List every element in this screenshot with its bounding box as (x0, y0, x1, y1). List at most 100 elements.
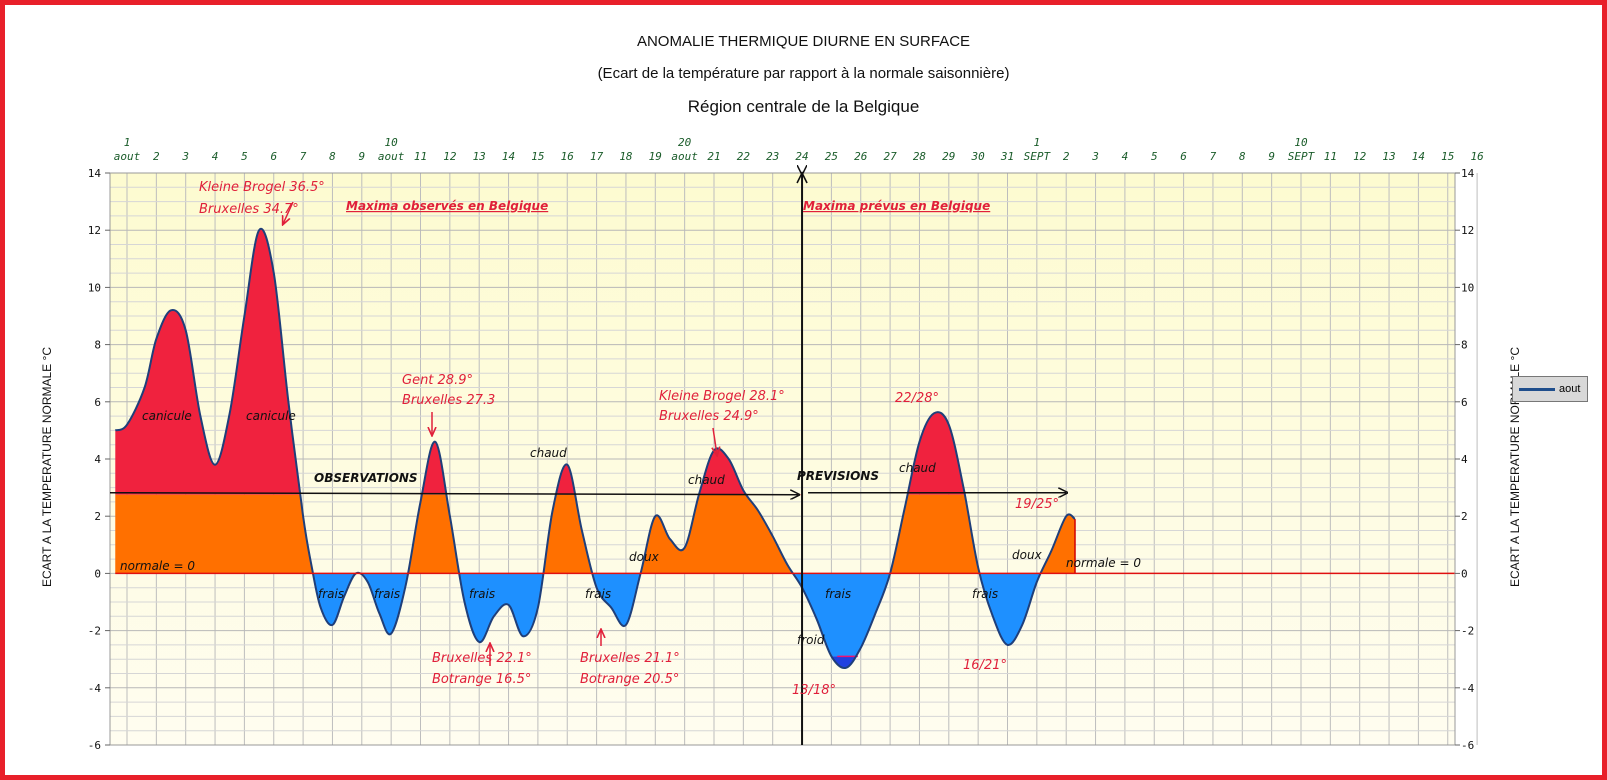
x-tick-label-month: SEPT (1288, 150, 1316, 163)
peak2-station-1: Gent 28.9° (402, 373, 473, 388)
observations-label: OBSERVATIONS (314, 471, 418, 485)
previsions-label: PREVISIONS (797, 469, 879, 483)
y-tick-label-right: 6 (1461, 396, 1468, 409)
x-tick-label: 14 (1412, 150, 1425, 163)
x-tick-label: 23 (766, 150, 779, 163)
y-tick-label-left: -2 (88, 625, 101, 638)
y-tick-label-left: 8 (94, 339, 101, 352)
peak1-station-1: Kleine Brogel 36.5° (199, 180, 325, 195)
legend-label: aout (1559, 383, 1581, 395)
x-tick-label-month-day: 10 (1294, 136, 1308, 149)
observed-maxima-title: Maxima observés en Belgique (346, 199, 548, 213)
area-fill-cool (312, 573, 1041, 657)
area-fill-hot (115, 228, 965, 495)
x-tick-label: 27 (883, 150, 897, 163)
x-tick-label: 31 (1000, 150, 1014, 163)
y-tick-label-right: 14 (1461, 167, 1475, 180)
peak3-arrow (713, 427, 717, 455)
x-tick-label: 21 (707, 150, 720, 163)
peak3-station-1: Kleine Brogel 28.1° (659, 389, 785, 404)
y-tick-label-left: 6 (94, 396, 101, 409)
canicule-label-1: canicule (142, 409, 192, 423)
x-tick-label: 11 (414, 150, 427, 163)
x-tick-label: 15 (531, 150, 544, 163)
chaud-label-3: chaud (899, 461, 936, 475)
forecast-19-25: 19/25° (1015, 497, 1059, 512)
low2-station-1: Bruxelles 21.1° (580, 651, 680, 666)
y-tick-label-right: 12 (1461, 224, 1474, 237)
x-tick-label: 24 (795, 150, 808, 163)
y-tick-label-left: -6 (88, 739, 101, 752)
chart-region-subtitle: Région centrale de la Belgique (687, 97, 920, 116)
y-tick-label-right: 4 (1461, 453, 1468, 466)
y-tick-label-left: 10 (88, 281, 101, 294)
series-line-aout (114, 227, 1076, 670)
x-tick-label-month-day: 1 (124, 136, 131, 149)
forecast-16-21: 16/21° (963, 658, 1007, 673)
x-tick-label: 12 (443, 150, 457, 163)
x-tick-label: 14 (502, 150, 515, 163)
x-tick-label: 5 (1151, 150, 1158, 163)
x-tick-label-month: aout (378, 150, 405, 163)
x-tick-label: 13 (473, 150, 486, 163)
x-tick-label: 30 (971, 150, 986, 163)
x-tick-label: 6 (270, 150, 277, 163)
y-tick-label-left: 0 (94, 567, 101, 580)
frais-label-3: frais (469, 587, 495, 601)
separator-arrowhead (796, 171, 808, 184)
area-fill-warm (115, 494, 1076, 574)
x-tick-label: 2 (1063, 150, 1070, 163)
x-tick-label-month: aout (671, 150, 698, 163)
x-tick-label-month: aout (114, 150, 141, 163)
x-tick-label: 7 (1210, 150, 1217, 163)
x-tick-label: 29 (942, 150, 955, 163)
low1-station-1: Bruxelles 22.1° (432, 651, 532, 666)
x-tick-label-month-day: 1 (1034, 136, 1041, 149)
x-tick-label: 12 (1353, 150, 1367, 163)
x-tick-label: 3 (181, 150, 189, 163)
x-tick-label: 13 (1382, 150, 1395, 163)
doux-label-1: doux (629, 550, 660, 564)
y-tick-label-left: 14 (88, 167, 102, 180)
x-tick-label: 15 (1441, 150, 1454, 163)
x-tick-label: 2 (153, 150, 160, 163)
x-tick-label: 11 (1324, 150, 1337, 163)
x-tick-label-month-day: 10 (385, 136, 399, 149)
frais-label-4: frais (585, 587, 611, 601)
x-tick-label: 3 (1091, 150, 1099, 163)
peak1-arrow (283, 201, 294, 224)
observations-arrow (109, 493, 798, 495)
x-tick-label-month-day: 20 (678, 136, 692, 149)
y-tick-label-right: 0 (1461, 567, 1468, 580)
normale-label-2: normale = 0 (1066, 556, 1141, 570)
y-tick-label-right: -4 (1461, 682, 1475, 695)
peak3-station-2: Bruxelles 24.9° (659, 409, 759, 424)
x-tick-label: 17 (590, 150, 604, 163)
chaud-label-2: chaud (688, 473, 725, 487)
chart-subtitle: (Ecart de la température par rapport à l… (597, 65, 1010, 82)
x-tick-label: 8 (329, 150, 336, 163)
canicule-label-2: canicule (246, 409, 296, 423)
frais-label-2: frais (374, 587, 400, 601)
chart-title: ANOMALIE THERMIQUE DIURNE EN SURFACE (636, 33, 971, 50)
chaud-label-1: chaud (530, 446, 567, 460)
x-tick-label: 4 (1122, 150, 1129, 163)
x-tick-label: 22 (737, 150, 751, 163)
x-tick-label: 19 (649, 150, 662, 163)
y-tick-label-left: 12 (88, 224, 101, 237)
y-tick-label-right: -6 (1461, 739, 1474, 752)
normale-label-1: normale = 0 (120, 559, 195, 573)
y-tick-label-left: 2 (94, 510, 101, 523)
x-tick-label: 25 (825, 150, 838, 163)
x-tick-label: 16 (1470, 150, 1484, 163)
x-tick-label: 26 (854, 150, 868, 163)
legend-line-swatch (1519, 388, 1555, 391)
x-tick-label: 4 (212, 150, 219, 163)
doux-label-2: doux (1012, 548, 1043, 562)
frais-label-6: frais (972, 587, 998, 601)
x-tick-label: 9 (1268, 150, 1275, 163)
x-tick-label: 18 (619, 150, 633, 163)
peak1-station-2: Bruxelles 34.7° (199, 202, 299, 217)
